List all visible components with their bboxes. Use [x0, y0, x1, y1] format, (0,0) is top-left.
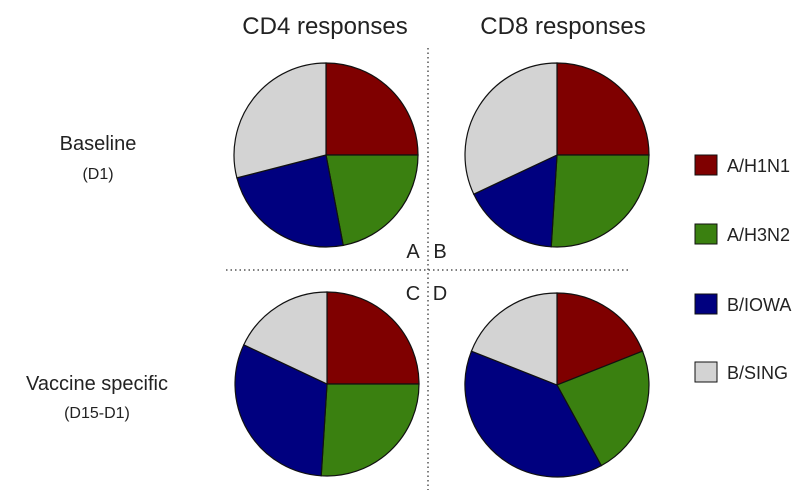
legend: A/H1N1 A/H3N2 B/IOWA B/SING: [694, 154, 791, 383]
row-sublabel-baseline: (D1): [82, 166, 113, 183]
pie-c-slice-b-iowa: [234, 344, 328, 477]
pie-c-slice-a-h1n1: [326, 291, 420, 385]
legend-swatch-b-sing: [694, 361, 718, 383]
legend-swatch-b-iowa: [694, 293, 718, 315]
pie-b-slice-a-h1n1: [556, 62, 650, 156]
legend-label-b-iowa: B/IOWA: [727, 295, 791, 315]
pie-d-slice-b-sing: [470, 292, 558, 386]
legend-swatch-a-h3n2: [694, 223, 718, 245]
pie-a-slice-a-h1n1: [325, 62, 419, 156]
legend-label-a-h1n1: A/H1N1: [727, 156, 790, 176]
panel-label-a: A: [406, 241, 420, 263]
pie-b: [464, 62, 650, 248]
panel-label-b: B: [433, 241, 446, 263]
pie-c: [234, 291, 420, 477]
pie-b-slice-a-h3n2: [550, 154, 650, 248]
pie-c-slice-a-h3n2: [320, 383, 420, 477]
pie-d-slice-a-h3n2: [556, 350, 650, 467]
pies-group: [233, 62, 650, 478]
pie-b-slice-b-sing: [464, 62, 558, 195]
row-sublabel-vaccine-specific: (D15-D1): [64, 405, 130, 422]
panel-label-d: D: [433, 283, 447, 305]
column-header-cd4: CD4 responses: [242, 13, 407, 40]
panel-label-c: C: [406, 283, 420, 305]
pie-d-slice-b-iowa: [464, 350, 603, 478]
legend-label-b-sing: B/SING: [727, 363, 788, 383]
pie-a: [233, 62, 419, 248]
pie-a-slice-a-h3n2: [325, 154, 419, 247]
row-label-baseline: Baseline: [60, 133, 137, 155]
pie-c-slice-b-sing: [242, 291, 328, 385]
pie-d: [464, 292, 650, 478]
row-label-vaccine-specific: Vaccine specific: [26, 373, 168, 395]
legend-label-a-h3n2: A/H3N2: [727, 225, 790, 245]
legend-swatch-a-h1n1: [694, 154, 718, 176]
column-header-cd8: CD8 responses: [480, 13, 645, 40]
pie-a-slice-b-iowa: [236, 154, 344, 248]
pie-b-slice-b-iowa: [472, 154, 558, 248]
pie-a-slice-b-sing: [233, 62, 327, 179]
pie-d-slice-a-h1n1: [556, 292, 644, 386]
